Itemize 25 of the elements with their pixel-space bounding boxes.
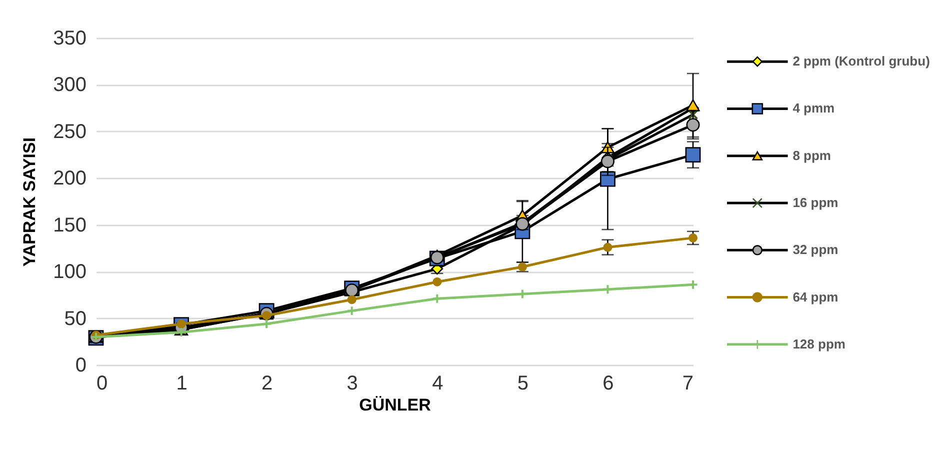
x-tick-label: 7 xyxy=(682,372,694,394)
x-axis-title: GÜNLER xyxy=(359,396,431,414)
y-tick-label: 150 xyxy=(53,214,86,236)
y-tick-label: 300 xyxy=(53,74,86,96)
x-tick-label: 2 xyxy=(262,372,273,394)
x-tick-label: 3 xyxy=(346,372,358,394)
legend-label: 128 ppm xyxy=(792,336,846,352)
legend-label: 16 ppm xyxy=(792,195,838,210)
y-tick-label: 350 xyxy=(53,28,86,50)
x-tick-label: 5 xyxy=(517,372,528,394)
y-tick-label: 0 xyxy=(75,354,86,376)
y-tick-label: 100 xyxy=(53,261,86,284)
legend-label: 2 ppm (Kontrol grubu) xyxy=(792,54,930,69)
y-axis-title: YAPRAK SAYISI xyxy=(20,137,40,267)
y-tick-label: 250 xyxy=(53,120,86,143)
y-tick-label: 50 xyxy=(64,308,86,330)
legend-label: 64 ppm xyxy=(792,289,838,304)
y-tick-label: 200 xyxy=(53,168,86,190)
legend-label: 4 pmm xyxy=(792,100,835,116)
legend-label: 8 ppm xyxy=(792,148,831,163)
legend-label: 32 ppm xyxy=(792,242,838,258)
x-tick-label: 6 xyxy=(602,372,614,394)
x-tick-label: 0 xyxy=(96,372,108,394)
x-tick-label: 4 xyxy=(432,372,444,394)
x-tick-label: 1 xyxy=(176,372,188,394)
